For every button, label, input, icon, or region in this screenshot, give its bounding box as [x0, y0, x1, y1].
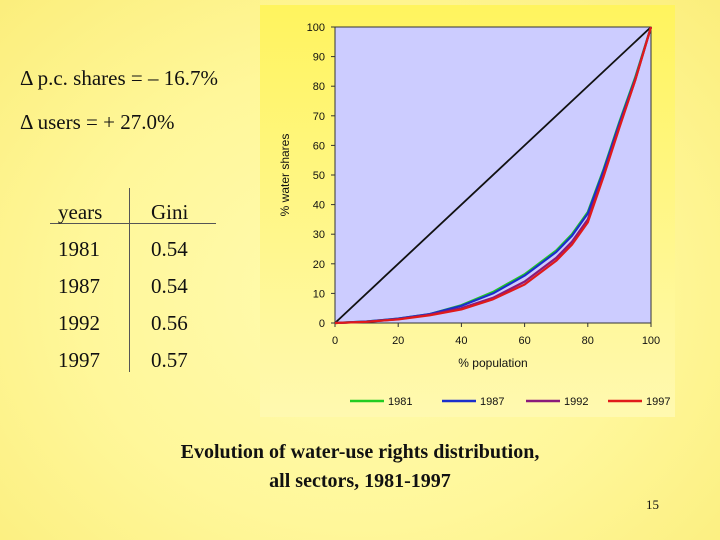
- year-cell: 1987: [58, 274, 100, 298]
- x-tick-label: 60: [518, 335, 530, 347]
- year-cell: 1992: [58, 311, 100, 335]
- gini-header: Gini: [151, 200, 189, 224]
- gini-cell: 0.57: [151, 348, 188, 372]
- x-tick-label: 100: [642, 335, 660, 347]
- y-tick-label: 50: [313, 170, 325, 182]
- equality-line: [334, 26, 652, 324]
- legend-label-1992: 1992: [564, 396, 588, 408]
- legend-label-1987: 1987: [480, 396, 504, 408]
- years-header: years: [58, 200, 103, 224]
- x-tick-label: 20: [392, 335, 404, 347]
- years-column: years 1981 1987 1992 1997: [58, 194, 102, 379]
- y-tick-label: 30: [313, 229, 325, 241]
- y-tick-label: 70: [313, 111, 325, 123]
- y-tick-label: 90: [313, 52, 325, 64]
- gini-cell: 0.56: [151, 311, 188, 335]
- chart-panel: 0 10 20 30 40 50 60 70 80 90 100 0 20 40 60 80 100 % popu…: [260, 5, 675, 417]
- y-tick-label: 40: [313, 200, 325, 212]
- gini-cell: 0.54: [151, 274, 188, 298]
- users-change-stat: Δ users = + 27.0%: [20, 110, 175, 134]
- y-tick-label: 10: [313, 288, 325, 300]
- caption-line-2: all sectors, 1981-1997: [269, 470, 451, 492]
- gini-cell: 0.54: [151, 237, 188, 261]
- year-cell: 1981: [58, 237, 100, 261]
- shares-change-stat: Δ p.c. shares = – 16.7%: [20, 66, 218, 90]
- y-tick-label: 60: [313, 140, 325, 152]
- caption-line-1: Evolution of water-use rights distributi…: [180, 441, 540, 463]
- legend-label-1981: 1981: [388, 396, 412, 408]
- y-axis-label: % water shares: [278, 134, 292, 217]
- series-line-1997: [334, 26, 653, 325]
- table-header-divider: [50, 223, 216, 224]
- gini-table: years 1981 1987 1992 1997 Gini 0.54 0.54…: [50, 188, 220, 374]
- y-tick-label: 20: [313, 259, 325, 271]
- x-tick-label: 0: [332, 335, 338, 347]
- year-cell: 1997: [58, 348, 100, 372]
- x-tick-label: 80: [582, 335, 594, 347]
- table-column-divider: [129, 188, 130, 372]
- x-tick-label: 40: [455, 335, 467, 347]
- lorenz-chart: 0 10 20 30 40 50 60 70 80 90 100 0 20 40 60 80 100 % popu…: [278, 22, 670, 408]
- legend-label-1997: 1997: [646, 396, 670, 408]
- gini-column: Gini 0.54 0.54 0.56 0.57: [151, 194, 188, 379]
- page-number: 15: [646, 497, 659, 512]
- x-axis-label: % population: [458, 356, 527, 370]
- y-tick-label: 100: [307, 22, 325, 34]
- y-tick-label: 80: [313, 81, 325, 93]
- y-tick-label: 0: [319, 318, 325, 330]
